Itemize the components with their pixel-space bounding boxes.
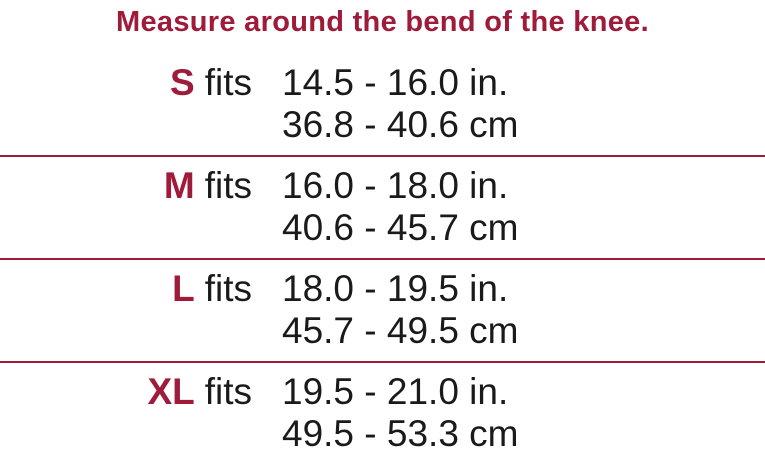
fits-label: fits [204,371,252,412]
cm-range: 49.5 - 53.3 cm [282,413,519,454]
size-values: 14.5 - 16.0 in. 36.8 - 40.6 cm [282,62,519,146]
inches-range: 16.0 - 18.0 in. [282,165,509,206]
fits-label: fits [204,62,252,103]
size-values: 18.0 - 19.5 in. 45.7 - 49.5 cm [282,268,519,352]
row-divider [0,155,765,157]
chart-title: Measure around the bend of the knee. [116,6,649,38]
size-code: L [172,268,195,309]
size-code: S [170,62,195,103]
fits-label: fits [204,268,252,309]
cm-range: 40.6 - 45.7 cm [282,207,519,248]
fits-label: fits [204,165,252,206]
size-code: M [163,165,195,206]
inches-range: 14.5 - 16.0 in. [282,62,509,103]
size-label: XL fits [147,371,252,413]
size-values: 19.5 - 21.0 in. 49.5 - 53.3 cm [282,371,519,455]
row-divider [0,361,765,363]
inches-range: 18.0 - 19.5 in. [282,268,509,309]
cm-range: 45.7 - 49.5 cm [282,310,519,351]
row-divider [0,258,765,260]
size-values: 16.0 - 18.0 in. 40.6 - 45.7 cm [282,165,519,249]
cm-range: 36.8 - 40.6 cm [282,104,519,145]
inches-range: 19.5 - 21.0 in. [282,371,509,412]
size-code: XL [147,371,195,412]
size-row-xl: XL fits 19.5 - 21.0 in. 49.5 - 53.3 cm [0,363,765,466]
